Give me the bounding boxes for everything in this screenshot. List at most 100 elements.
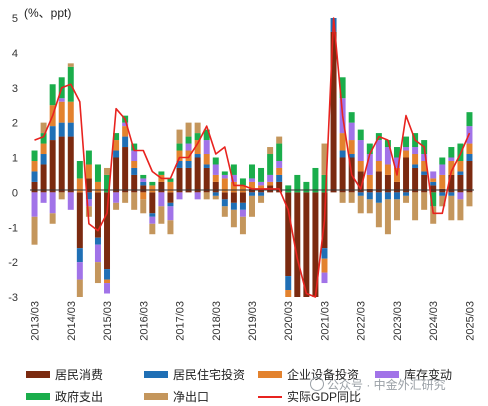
bar-segment xyxy=(384,147,391,165)
bar-segment xyxy=(239,202,246,210)
bar-segment xyxy=(58,192,65,200)
x-tick-label: 2020/03 xyxy=(283,301,295,341)
bar-segment xyxy=(67,136,74,193)
bar-segment xyxy=(357,160,364,172)
bar-segment xyxy=(312,192,319,297)
legend-item-inventory: 库存变动 xyxy=(375,366,452,383)
bar-segment xyxy=(393,181,400,193)
bar-segment xyxy=(457,171,464,175)
bar-segment xyxy=(85,150,92,165)
bar-segment xyxy=(357,192,364,196)
bar-segment xyxy=(149,213,156,217)
bar-segment xyxy=(403,195,410,203)
bar-segment xyxy=(439,192,446,196)
bar-segment xyxy=(321,248,328,259)
bar-segment xyxy=(212,181,219,193)
bar-segment xyxy=(348,192,355,203)
bar-segment xyxy=(158,206,165,224)
y-tick-label: -3 xyxy=(8,292,18,304)
bar-segment xyxy=(393,157,400,168)
bar-segment xyxy=(348,122,355,141)
bar-segment xyxy=(176,129,183,144)
bar-segment xyxy=(375,140,382,161)
bar-segment xyxy=(104,279,111,284)
bar-segment xyxy=(457,160,464,172)
bar-segment xyxy=(185,167,192,193)
bar-segment xyxy=(321,143,328,175)
gdp-line-series xyxy=(34,17,471,298)
bar-segment xyxy=(276,167,283,175)
legend-swatch-residential xyxy=(144,371,168,378)
legend: 居民消费 居民住宅投资 企业设备投资 库存变动 政府支出 净出口 实际GDP同比 xyxy=(0,364,488,406)
bar-segment xyxy=(40,133,47,144)
bar-segment xyxy=(131,167,138,175)
bar-segment xyxy=(403,150,410,158)
bar-segment xyxy=(203,167,210,193)
bar-segment xyxy=(221,171,228,175)
bar-segment xyxy=(249,181,255,189)
bar-segment xyxy=(294,192,301,297)
bar-segment xyxy=(194,122,201,134)
bar-segment xyxy=(249,188,255,193)
legend-item-consumption: 居民消费 xyxy=(26,366,103,383)
bar-segment xyxy=(357,140,364,161)
bar-segment xyxy=(412,154,419,165)
bar-segment xyxy=(366,143,373,155)
x-tick-label: 2013/03 xyxy=(30,301,42,341)
bar-segment xyxy=(113,133,120,141)
bar-segment xyxy=(185,160,192,168)
bar-segment xyxy=(40,122,47,134)
bar-segment xyxy=(85,199,92,207)
bar-segment xyxy=(403,147,410,151)
bar-segment xyxy=(357,171,364,193)
legend-label-government: 政府支出 xyxy=(55,390,104,404)
bar-segment xyxy=(194,192,201,200)
bar-segment xyxy=(67,122,74,137)
legend-label-inventory: 库存变动 xyxy=(404,368,453,382)
bar-segment xyxy=(113,157,120,193)
bar-segment xyxy=(366,174,373,189)
bar-segment xyxy=(49,213,56,224)
bar-segment xyxy=(203,154,210,165)
legend-swatch-consumption xyxy=(26,371,50,378)
bar-segment xyxy=(230,192,237,203)
bar-segment xyxy=(403,136,410,148)
bar-segment xyxy=(375,202,382,228)
bar-segment xyxy=(167,206,174,221)
bar-segment xyxy=(457,199,464,221)
bar-segment xyxy=(348,154,355,158)
bar-segment xyxy=(158,192,165,207)
bar-segment xyxy=(94,181,101,193)
bar-segment xyxy=(194,140,201,155)
bar-segment xyxy=(131,150,138,161)
bar-segment xyxy=(140,178,147,182)
bar-segment xyxy=(258,167,265,182)
bar-segment xyxy=(149,181,156,186)
bar-segment xyxy=(384,174,391,193)
legend-swatch-net-exports xyxy=(144,393,168,400)
bar-segment xyxy=(412,192,419,221)
x-tick-label: 2019/03 xyxy=(247,301,259,341)
bar-segment xyxy=(276,136,283,144)
bar-segment xyxy=(49,192,56,214)
y-tick-label: 3 xyxy=(12,83,18,95)
y-axis: 5 4 3 2 1 0 -1 -2 -3 xyxy=(8,13,18,304)
bar-segment xyxy=(421,160,428,172)
bar-segment xyxy=(31,192,38,217)
legend-swatch-government xyxy=(26,393,50,400)
bar-segment xyxy=(212,192,219,196)
bar-segment xyxy=(230,174,237,182)
bar-segment xyxy=(276,174,283,182)
bar-segment xyxy=(122,147,129,193)
bar-segment xyxy=(421,174,428,193)
bar-segment xyxy=(40,154,47,165)
bar-segment xyxy=(285,290,292,297)
bar-segment xyxy=(203,192,210,200)
bar-segment xyxy=(421,192,428,210)
bar-segment xyxy=(448,160,455,175)
bar-segment xyxy=(258,188,265,193)
bar-segment xyxy=(76,262,83,280)
bar-segment xyxy=(194,133,201,141)
bar-segment xyxy=(249,195,255,217)
bar-segment xyxy=(321,258,328,273)
